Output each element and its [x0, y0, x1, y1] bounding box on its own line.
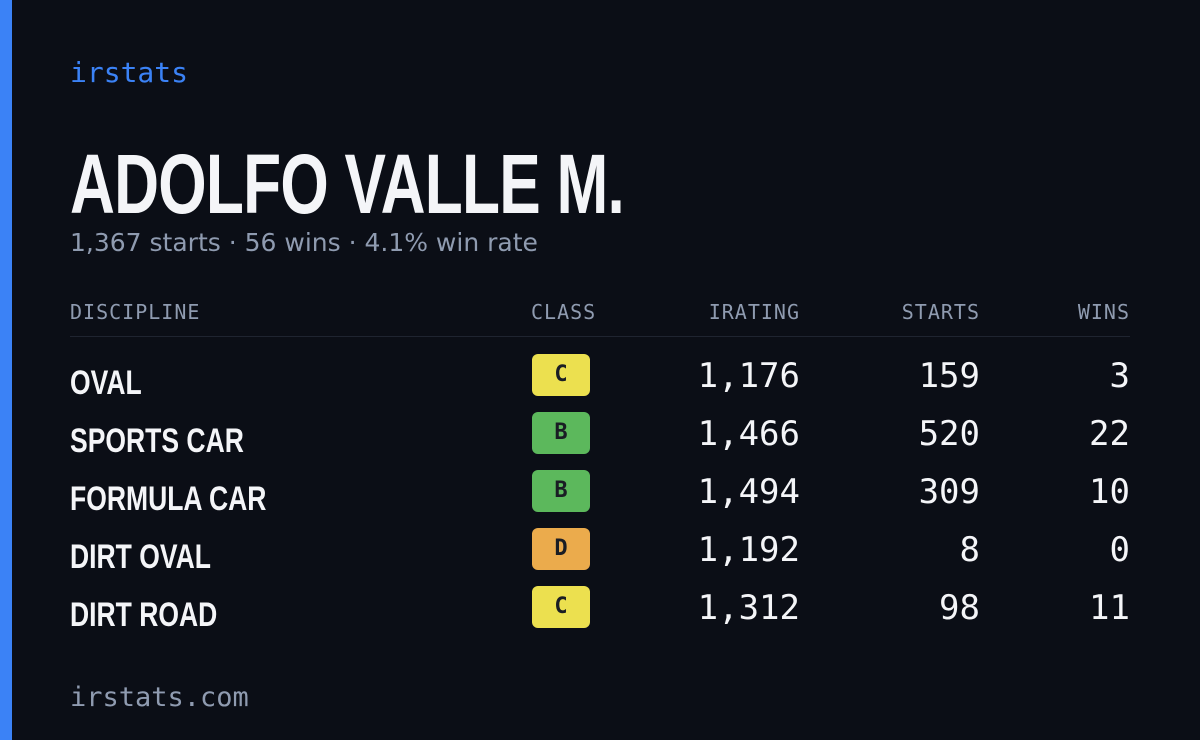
class-badge: C — [532, 586, 590, 628]
wins: 11 — [1089, 588, 1130, 628]
starts: 159 — [918, 356, 980, 396]
wins: 0 — [1109, 530, 1130, 570]
discipline: SPORTS CAR — [70, 422, 244, 460]
wins: 22 — [1089, 414, 1130, 454]
class-badge: D — [532, 528, 590, 570]
discipline: OVAL — [70, 364, 142, 402]
column-header: CLASS — [531, 300, 597, 324]
class-badge: B — [532, 412, 590, 454]
accent-bar — [0, 0, 12, 740]
discipline: FORMULA CAR — [70, 480, 267, 518]
irating: 1,466 — [697, 414, 800, 454]
column-header: STARTS — [901, 300, 980, 324]
discipline: DIRT ROAD — [70, 596, 218, 634]
irating: 1,192 — [697, 530, 800, 570]
wins: 3 — [1109, 356, 1130, 396]
starts: 98 — [939, 588, 980, 628]
footer-url: irstats.com — [70, 682, 249, 713]
column-header: DISCIPLINE — [70, 300, 201, 324]
class-badge: C — [532, 354, 590, 396]
starts: 8 — [959, 530, 980, 570]
brand: irstats — [70, 56, 189, 89]
subtitle: 1,367 starts · 56 wins · 4.1% win rate — [70, 228, 538, 257]
discipline: DIRT OVAL — [70, 538, 211, 576]
irating: 1,494 — [697, 472, 800, 512]
driver-name: ADOLFO VALLE M. — [70, 137, 625, 231]
irating: 1,312 — [697, 588, 800, 628]
starts: 309 — [918, 472, 980, 512]
column-header: WINS — [1077, 300, 1130, 324]
starts: 520 — [918, 414, 980, 454]
class-badge: B — [532, 470, 590, 512]
column-header: IRATING — [708, 300, 800, 324]
header-rule — [70, 336, 1130, 337]
irating: 1,176 — [697, 356, 800, 396]
wins: 10 — [1089, 472, 1130, 512]
